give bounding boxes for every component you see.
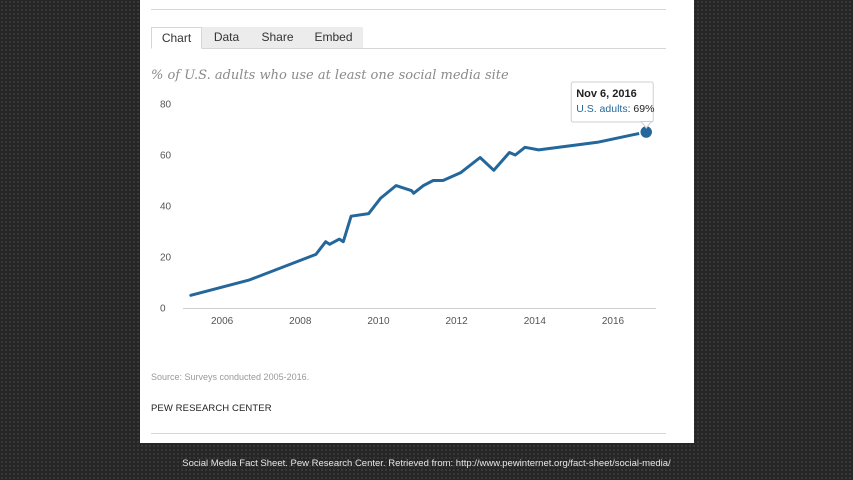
tooltip-separator: :	[628, 103, 634, 115]
top-divider	[151, 9, 666, 10]
tooltip-value: 69%	[633, 103, 654, 115]
x-tick-label: 2010	[367, 316, 390, 327]
y-tick-label: 60	[160, 151, 172, 162]
x-axis: 2006 2008 2010 2012 2014 2016	[211, 316, 625, 327]
x-tick-label: 2012	[446, 316, 469, 327]
tooltip-series-name: U.S. adults	[576, 103, 627, 115]
y-tick-label: 0	[160, 304, 166, 315]
tooltip-date: Nov 6, 2016	[576, 88, 637, 100]
x-tick-label: 2016	[602, 316, 625, 327]
chart-card: Chart Data Share Embed % of U.S. adults …	[140, 0, 694, 443]
y-tick-label: 80	[160, 100, 172, 111]
x-tick-label: 2008	[289, 316, 312, 327]
chart-title: % of U.S. adults who use at least one so…	[151, 68, 509, 83]
x-tick-label: 2006	[211, 316, 234, 327]
bottom-divider	[151, 433, 666, 434]
citation-caption: Social Media Fact Sheet. Pew Research Ce…	[182, 458, 671, 469]
tab-data[interactable]: Data	[202, 27, 251, 48]
source-note: Source: Surveys conducted 2005-2016.	[151, 372, 310, 382]
y-tick-label: 20	[160, 253, 172, 264]
tooltip: Nov 6, 2016 U.S. adults: 69%	[570, 81, 654, 129]
tab-chart[interactable]: Chart	[151, 27, 202, 49]
tooltip-value-line: U.S. adults: 69%	[576, 103, 654, 115]
y-tick-label: 40	[160, 202, 172, 213]
line-chart: 0 20 40 60 80 2006 2008 2010 2012 2014 2016 Nov 6…	[160, 81, 656, 327]
brand-label: PEW RESEARCH CENTER	[151, 403, 272, 414]
tab-share[interactable]: Share	[251, 27, 304, 48]
y-axis: 0 20 40 60 80	[160, 100, 172, 315]
series-line-us-adults[interactable]	[189, 130, 648, 297]
tab-embed[interactable]: Embed	[304, 27, 363, 48]
x-tick-label: 2014	[524, 316, 547, 327]
tab-bar: Chart Data Share Embed	[151, 27, 666, 49]
